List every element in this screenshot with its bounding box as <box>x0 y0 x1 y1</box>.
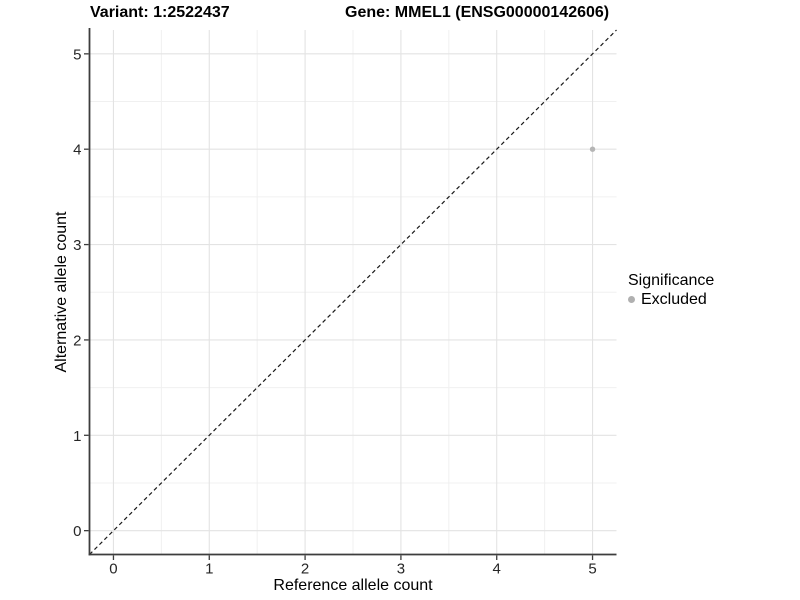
x-tick-label: 0 <box>109 561 117 578</box>
x-tick-label: 3 <box>397 561 405 578</box>
y-tick-label: 5 <box>73 46 81 63</box>
x-tick-label: 2 <box>301 561 309 578</box>
legend-title: Significance <box>628 272 715 289</box>
legend-items: Excluded <box>628 290 714 309</box>
gene-title: Gene: MMEL1 (ENSG00000142606) <box>345 4 610 21</box>
x-tick-label: 5 <box>588 561 596 578</box>
identity-reference-line <box>89 29 617 555</box>
y-tick-label: 3 <box>73 237 81 254</box>
legend-item: Excluded <box>628 290 714 309</box>
x-tick-label: 4 <box>493 561 501 578</box>
legend: Significance Excluded <box>628 271 714 309</box>
y-tick-label: 2 <box>73 332 81 349</box>
x-tick-label: 1 <box>205 561 213 578</box>
legend-item-label: Excluded <box>641 291 707 308</box>
y-tick-label: 4 <box>73 142 81 159</box>
y-tick-label: 0 <box>73 523 81 540</box>
x-axis-title: Reference allele count <box>273 577 433 594</box>
variant-title: Variant: 1:2522437 <box>90 4 230 21</box>
legend-point-swatch <box>628 296 635 303</box>
y-axis-title: Alternative allele count <box>53 211 70 373</box>
y-tick-label: 1 <box>73 428 81 445</box>
data-point <box>589 146 596 152</box>
